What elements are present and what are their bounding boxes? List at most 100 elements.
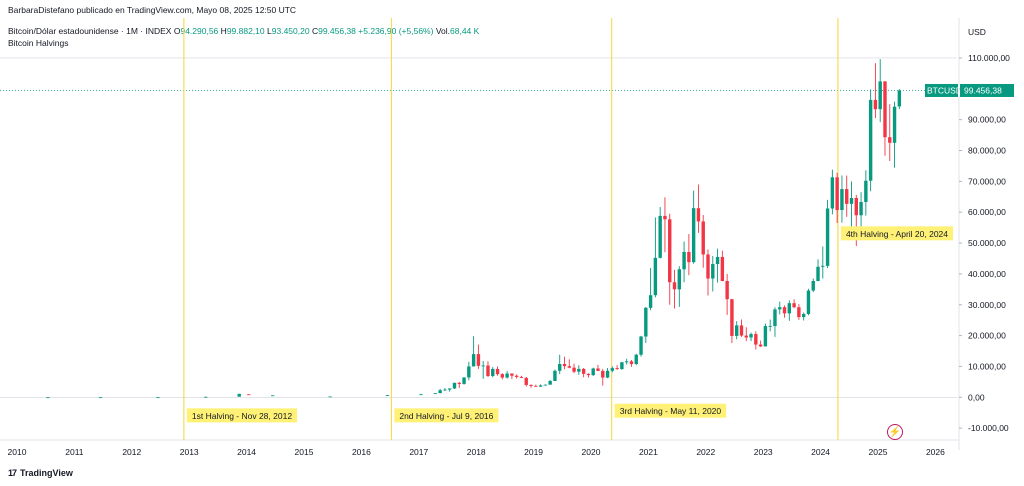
candle xyxy=(658,206,662,259)
candle-body xyxy=(610,368,615,371)
candle xyxy=(204,396,208,398)
candle xyxy=(615,365,619,370)
candle xyxy=(538,384,543,387)
candle-body xyxy=(438,390,442,394)
candle-body xyxy=(237,393,241,397)
candle-body xyxy=(744,335,748,338)
candle xyxy=(98,397,103,399)
x-tick-label: 2012 xyxy=(122,447,141,457)
candle-body xyxy=(605,370,610,378)
candle-body xyxy=(467,366,471,378)
high-value: 99.882,10 xyxy=(226,26,265,36)
candle xyxy=(476,344,481,369)
candle xyxy=(610,366,615,373)
candle xyxy=(687,234,691,276)
change-value: +5.236,90 (+5,56%) xyxy=(358,26,434,36)
candle-body xyxy=(849,198,854,204)
candle-body xyxy=(787,303,792,314)
candle-body xyxy=(782,307,787,314)
candle-body xyxy=(763,326,768,347)
candle-body xyxy=(749,334,753,338)
indicator-legend[interactable]: Bitcoin Halvings xyxy=(8,38,69,48)
candle-body xyxy=(204,396,208,398)
halving-label-text: 2nd Halving - Jul 9, 2016 xyxy=(399,411,493,421)
candle-body xyxy=(629,361,634,364)
candle xyxy=(883,81,887,156)
candle-body xyxy=(98,397,103,399)
candle-body xyxy=(495,368,500,375)
candle-body xyxy=(773,309,777,327)
candle xyxy=(591,367,595,377)
halving-label-text: 1st Halving - Nov 28, 2012 xyxy=(192,411,292,421)
candle-body xyxy=(505,373,509,378)
price-tag-value-bg xyxy=(960,83,1014,97)
candle-body xyxy=(706,254,710,279)
candle xyxy=(648,268,653,311)
candle xyxy=(471,336,476,367)
candle xyxy=(558,354,562,375)
candle xyxy=(715,248,720,283)
candle xyxy=(548,380,552,385)
candle xyxy=(663,197,667,253)
candle-body xyxy=(821,265,825,267)
candle xyxy=(634,353,638,366)
candle-body xyxy=(271,395,275,397)
ohlc-info-bar: Bitcoin/Dólar estadounidense · 1M · INDE… xyxy=(8,26,479,36)
candle-body xyxy=(462,377,466,384)
x-tick-label: 2011 xyxy=(65,447,84,457)
candle xyxy=(491,367,495,378)
candle xyxy=(577,365,581,375)
low-label: L xyxy=(267,26,272,36)
halving-label-bg xyxy=(394,408,499,423)
candle-body xyxy=(581,368,586,374)
candle xyxy=(514,374,519,379)
candle xyxy=(821,246,825,279)
candle-body xyxy=(486,365,490,377)
candle xyxy=(624,358,629,365)
currency-label[interactable]: USD xyxy=(968,27,986,37)
open-label: O xyxy=(173,26,181,36)
candle xyxy=(586,373,591,378)
candle-body xyxy=(888,137,892,143)
candle-body xyxy=(476,354,481,366)
candle xyxy=(835,172,839,223)
candle-body xyxy=(792,303,796,308)
candle-body xyxy=(591,368,595,376)
candle xyxy=(629,359,634,367)
candle xyxy=(438,388,442,394)
candle-body xyxy=(859,202,863,216)
candle xyxy=(247,394,251,396)
candle xyxy=(567,359,571,369)
candle xyxy=(768,319,772,332)
candle xyxy=(701,214,705,268)
candle-body xyxy=(715,256,720,265)
candle xyxy=(840,175,844,223)
candle xyxy=(495,366,500,376)
candle xyxy=(725,273,729,315)
candle xyxy=(744,327,748,342)
halving-label: 4th Halving - April 20, 2024 xyxy=(840,226,954,241)
symbol-description[interactable]: Bitcoin/Dólar estadounidense · 1M · INDE… xyxy=(8,26,172,36)
y-tick-label: 40.000,00 xyxy=(968,269,1006,279)
lightning-icon[interactable]: ⚡ xyxy=(887,424,903,440)
candle-body xyxy=(567,366,571,368)
candle-body xyxy=(514,375,519,377)
candle xyxy=(849,181,854,233)
candle-body xyxy=(562,363,567,367)
candle xyxy=(897,89,902,110)
candle xyxy=(486,361,490,377)
candle-body xyxy=(529,384,533,386)
candle-body xyxy=(797,307,801,318)
candle xyxy=(845,175,849,217)
candle-body xyxy=(247,394,251,396)
candle xyxy=(778,301,782,315)
candle xyxy=(572,363,576,374)
candle xyxy=(653,217,658,298)
candle xyxy=(467,361,471,381)
candle xyxy=(596,364,600,372)
y-tick-label: 80.000,00 xyxy=(968,146,1006,156)
tradingview-logo-text: TradingView xyxy=(20,468,73,478)
candle-body xyxy=(624,361,629,363)
x-tick-label: 2025 xyxy=(869,447,888,457)
